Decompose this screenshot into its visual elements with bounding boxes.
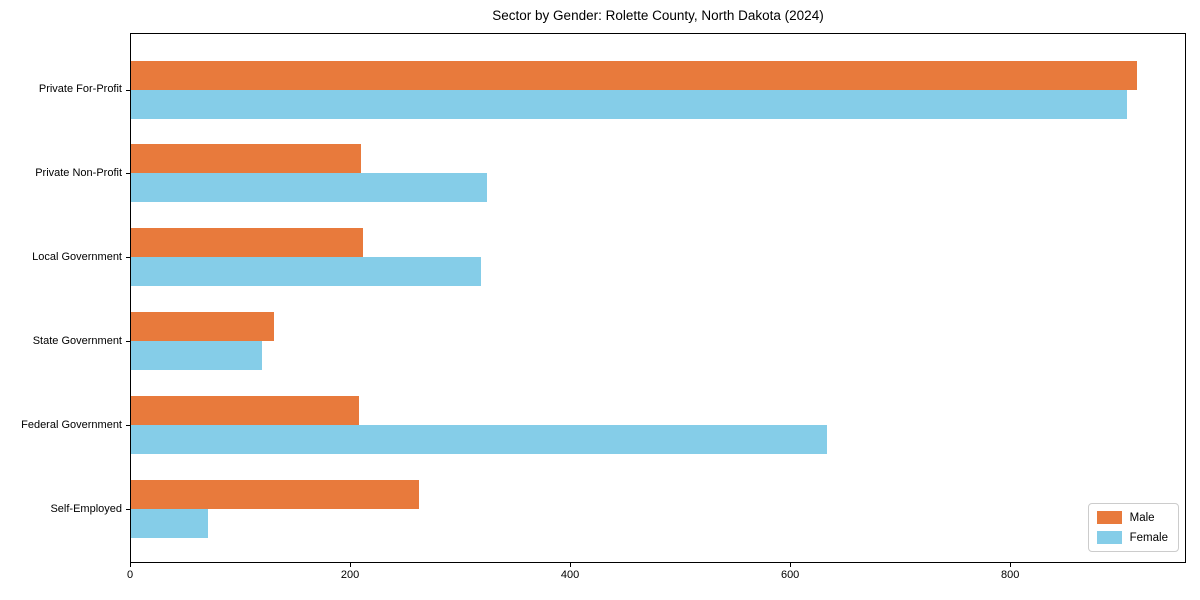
- x-tick-label: 800: [1000, 569, 1020, 581]
- legend-label-female: Female: [1129, 531, 1168, 544]
- x-tick-mark: [350, 563, 352, 567]
- bar-male-private-for-profit: [131, 60, 1137, 90]
- y-tick-label: Self-Employed: [50, 502, 122, 515]
- y-tick-label: State Government: [32, 334, 122, 347]
- bar-female-private-for-profit: [131, 89, 1127, 119]
- legend-label-male: Male: [1129, 511, 1155, 524]
- y-tick-mark: [126, 341, 130, 343]
- bar-male-private-non-profit: [131, 144, 361, 174]
- y-tick-label: Private Non-Profit: [35, 166, 122, 179]
- legend-swatch-male: [1096, 511, 1122, 524]
- y-tick-label: Private For-Profit: [38, 83, 122, 95]
- bar-female-self-employed: [131, 509, 208, 538]
- bar-female-private-non-profit: [131, 173, 488, 203]
- plot-area: Male Female: [130, 33, 1186, 563]
- bar-male-local-government: [131, 228, 364, 258]
- y-tick-mark: [126, 257, 130, 259]
- y-tick-mark: [126, 509, 130, 510]
- x-tick-label: 400: [560, 569, 580, 581]
- x-tick-mark: [790, 563, 792, 567]
- bar-female-federal-government: [131, 425, 828, 455]
- x-tick-mark: [130, 563, 131, 567]
- legend-swatch-female: [1096, 531, 1122, 544]
- bar-male-federal-government: [131, 396, 359, 426]
- y-tick-mark: [126, 89, 130, 91]
- legend-item-female: Female: [1096, 531, 1168, 544]
- legend: Male Female: [1087, 503, 1179, 552]
- bar-female-state-government: [131, 341, 262, 371]
- y-tick-label: Local Government: [32, 250, 122, 263]
- bar-male-self-employed: [131, 480, 420, 509]
- bar-male-state-government: [131, 312, 275, 342]
- x-tick-label: 600: [780, 569, 800, 581]
- x-tick-label: 200: [340, 569, 360, 581]
- bar-female-local-government: [131, 257, 481, 287]
- y-tick-mark: [126, 425, 130, 427]
- x-tick-mark: [570, 563, 572, 567]
- x-tick-mark: [1010, 563, 1012, 567]
- x-tick-label: 0: [126, 569, 134, 581]
- y-tick-label: Federal Government: [21, 418, 122, 431]
- chart-title: Sector by Gender: Rolette County, North …: [492, 8, 824, 23]
- legend-item-male: Male: [1096, 511, 1168, 524]
- y-tick-mark: [126, 173, 130, 175]
